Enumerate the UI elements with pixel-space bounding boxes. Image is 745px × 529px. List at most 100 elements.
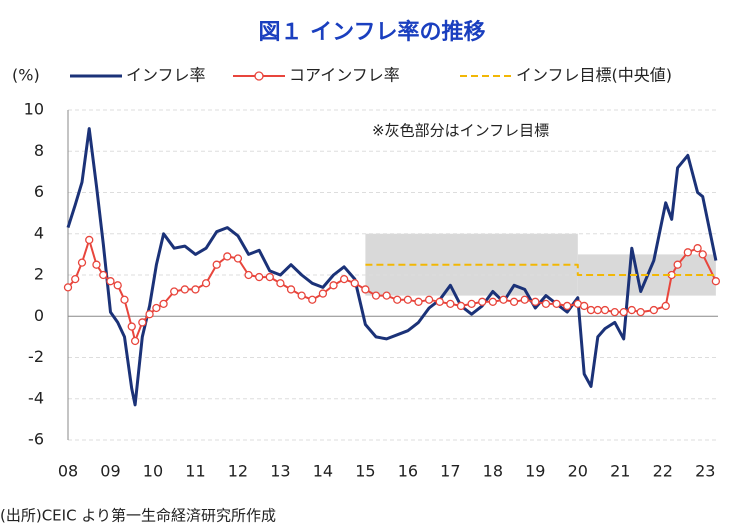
data-point	[520, 295, 529, 304]
data-point	[371, 291, 381, 300]
data-point	[286, 285, 296, 294]
data-point	[580, 301, 589, 311]
data-point	[478, 297, 487, 306]
data-point	[552, 299, 561, 309]
data-point	[308, 295, 317, 304]
data-point	[586, 305, 596, 315]
y-tick-label: 0	[34, 306, 44, 325]
data-point	[152, 303, 161, 313]
data-point	[541, 299, 551, 309]
y-tick-label: 8	[34, 141, 44, 160]
data-point	[600, 305, 610, 315]
data-point	[201, 279, 211, 288]
data-point	[610, 307, 619, 317]
series-line	[365, 263, 716, 276]
data-point	[99, 270, 108, 280]
data-point	[106, 277, 115, 286]
y-tick-label: -6	[28, 430, 44, 449]
x-tick-label: 14	[313, 462, 333, 481]
data-point	[180, 285, 189, 294]
data-point	[138, 318, 147, 327]
data-point	[627, 305, 636, 315]
data-point	[265, 272, 274, 282]
data-point	[170, 287, 179, 296]
data-point	[636, 307, 645, 317]
data-point	[509, 297, 519, 306]
data-point	[191, 285, 200, 294]
data-point	[350, 279, 359, 288]
chart-title: 図１ インフレ率の推移	[259, 19, 486, 45]
data-point	[63, 283, 73, 292]
series-line	[67, 238, 717, 342]
x-tick-label: 16	[398, 462, 418, 481]
data-point	[233, 254, 243, 263]
data-point	[297, 291, 306, 300]
x-tick-label: 18	[483, 462, 503, 481]
data-point	[673, 260, 682, 269]
x-tick-label: 21	[610, 462, 630, 481]
data-point	[393, 295, 402, 304]
data-point	[456, 301, 466, 311]
data-point	[649, 305, 658, 315]
data-point	[276, 279, 285, 288]
source-note: (出所)CEIC より第一生命経済研究所作成	[0, 507, 276, 525]
data-point	[488, 297, 497, 306]
data-point	[255, 272, 264, 282]
x-tick-label: 13	[270, 462, 290, 481]
data-point	[499, 295, 508, 304]
data-point	[711, 277, 721, 286]
data-point	[339, 274, 349, 284]
data-point	[424, 295, 434, 304]
data-point	[212, 260, 221, 269]
x-tick-label: 08	[58, 462, 78, 481]
y-tick-label: 6	[34, 182, 44, 201]
data-point	[92, 260, 101, 269]
x-tick-label: 12	[228, 462, 248, 481]
legend-label: コアインフレ率	[289, 66, 400, 85]
data-point	[244, 270, 253, 280]
data-point	[683, 248, 692, 257]
data-point	[593, 305, 602, 315]
y-tick-label: -4	[28, 388, 44, 407]
data-point	[467, 299, 476, 309]
y-axis-label: (%)	[12, 66, 40, 85]
x-tick-label: 11	[185, 462, 205, 481]
data-point	[403, 295, 413, 304]
x-tick-label: 22	[653, 462, 673, 481]
x-tick-label: 19	[525, 462, 545, 481]
data-point	[71, 274, 80, 284]
y-tick-label: 4	[34, 223, 44, 242]
data-point	[85, 235, 94, 245]
data-point	[661, 301, 670, 311]
legend-marker	[254, 71, 264, 81]
data-point	[159, 299, 168, 309]
x-tick-label: 23	[695, 462, 715, 481]
data-point	[382, 291, 391, 300]
annotation: ※灰色部分はインフレ目標	[372, 122, 549, 140]
legend-label: インフレ率	[126, 66, 206, 85]
data-point	[329, 281, 338, 290]
data-point	[130, 336, 140, 346]
data-point	[446, 299, 455, 309]
x-tick-label: 09	[100, 462, 120, 481]
data-point	[145, 310, 154, 319]
x-tick-label: 15	[355, 462, 375, 481]
data-point	[414, 297, 423, 306]
data-point	[693, 244, 702, 253]
data-point	[318, 289, 328, 298]
x-tick-label: 20	[568, 462, 588, 481]
data-point	[435, 297, 444, 306]
data-point	[120, 295, 129, 304]
data-point	[531, 297, 540, 306]
x-tick-label: 17	[440, 462, 460, 481]
legend-label: インフレ目標(中央値)	[516, 66, 672, 85]
data-point	[113, 281, 122, 290]
data-point	[127, 322, 136, 331]
y-tick-label: 10	[24, 100, 44, 119]
data-point	[223, 252, 232, 261]
data-point	[77, 258, 87, 267]
y-tick-label: -2	[28, 347, 44, 366]
data-point	[619, 307, 628, 317]
x-tick-label: 10	[143, 462, 163, 481]
